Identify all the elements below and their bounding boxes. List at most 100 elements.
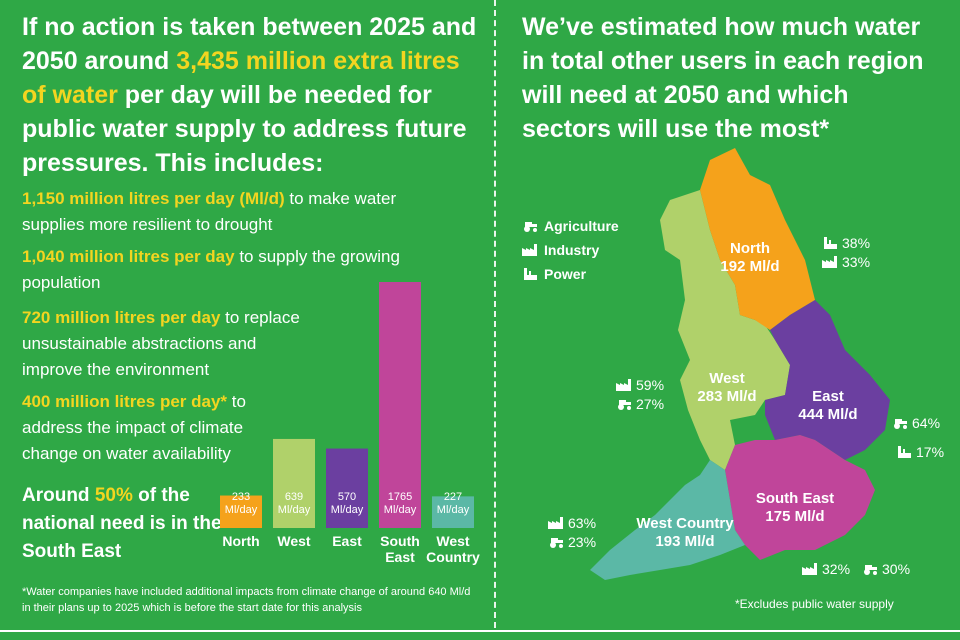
category-label: West Country bbox=[426, 533, 480, 565]
stat-east-agriculture: 64% bbox=[892, 414, 940, 432]
bar-value-label: 639 Ml/day bbox=[278, 491, 311, 516]
factory-icon bbox=[802, 563, 817, 575]
factory-icon bbox=[822, 256, 837, 268]
bar-value-label: 570 Ml/day bbox=[331, 491, 364, 516]
category-label: North bbox=[222, 533, 259, 549]
need-item-highlight: 400 million litres per day* bbox=[22, 392, 228, 411]
need-item-highlight: 1,150 million litres per day (Ml/d) bbox=[22, 189, 285, 208]
england-regions-map bbox=[590, 148, 890, 580]
headline-highlight: 3,435 million extra litres of water bbox=[22, 47, 460, 109]
need-item-text: to make water supplies more resilient to… bbox=[22, 189, 397, 234]
bar-value-label: 233 Ml/day bbox=[225, 491, 258, 516]
stat-west-country-industry: 63% bbox=[548, 514, 596, 532]
region-west-shape bbox=[660, 190, 790, 470]
bottom-rule bbox=[0, 630, 960, 632]
stat-south-east-agriculture: 30% bbox=[862, 560, 910, 578]
stat-west-agriculture: 27% bbox=[616, 395, 664, 413]
power-station-icon bbox=[824, 237, 837, 249]
factory-icon bbox=[522, 244, 537, 256]
region-name: East bbox=[812, 388, 844, 405]
headline-part-b: per day will be needed for public water … bbox=[22, 81, 467, 177]
need-item-population: 1,040 million litres per day to supply t… bbox=[22, 244, 462, 296]
tractor-icon bbox=[524, 222, 537, 232]
footnote: *Water companies have included additiona… bbox=[22, 586, 471, 614]
stat-value: 59% bbox=[636, 377, 665, 393]
stat-south-east-industry: 32% bbox=[802, 560, 850, 578]
right-headline: We’ve estimated how much water in total … bbox=[522, 13, 924, 143]
category-label: West bbox=[277, 533, 311, 549]
region-label-north: North 192 Ml/d bbox=[705, 240, 795, 276]
region-west-country-shape bbox=[590, 460, 745, 580]
legend-label: Industry bbox=[544, 242, 600, 258]
regional-need-bar-chart: 233 Ml/day North 639 Ml/day West 570 Ml/day East… bbox=[220, 282, 480, 565]
region-label-south-east: South East 175 Ml/d bbox=[740, 490, 850, 526]
bar-value-label: 1765 Ml/day bbox=[384, 491, 417, 516]
region-south-east-shape bbox=[725, 435, 875, 560]
category-label: South East bbox=[380, 533, 420, 565]
region-name: West Country bbox=[636, 515, 734, 532]
tractor-icon bbox=[550, 538, 563, 548]
se-note-part-b: of the national need is in the South Eas… bbox=[22, 485, 222, 562]
bar-east bbox=[326, 448, 368, 528]
category-label: East bbox=[332, 533, 362, 549]
stat-north-power: 38% bbox=[822, 234, 870, 252]
stat-value: 27% bbox=[636, 396, 665, 412]
need-item-text: to replace unsustainable abstractions an… bbox=[22, 308, 300, 379]
region-label-west-country: West Country 193 Ml/d bbox=[625, 515, 745, 551]
need-item-highlight: 720 million litres per day bbox=[22, 308, 221, 327]
region-value: 192 Ml/d bbox=[720, 258, 780, 275]
need-item-environment: 720 million litres per day to replace un… bbox=[22, 305, 302, 383]
need-item-climate: 400 million litres per day* to address t… bbox=[22, 389, 302, 467]
legend-label: Agriculture bbox=[544, 218, 619, 234]
region-value: 175 Ml/d bbox=[765, 508, 825, 525]
tractor-icon bbox=[894, 419, 907, 429]
headline-part-a: If no action is taken between 2025 and 2… bbox=[22, 13, 477, 75]
need-item-text: to supply the growing population bbox=[22, 247, 400, 292]
region-label-east: East 444 Ml/d bbox=[783, 388, 873, 424]
bar-west bbox=[273, 438, 315, 528]
factory-icon bbox=[548, 517, 563, 529]
region-name: West bbox=[709, 370, 745, 387]
stat-west-industry: 59% bbox=[616, 376, 664, 394]
stat-value: 17% bbox=[916, 444, 945, 460]
need-item-text: to address the impact of climate change … bbox=[22, 392, 246, 463]
legend-power: Power bbox=[522, 262, 619, 286]
tractor-icon bbox=[618, 400, 631, 410]
stat-north-industry: 33% bbox=[822, 253, 870, 271]
left-headline: If no action is taken between 2025 and 2… bbox=[22, 10, 487, 180]
stat-value: 64% bbox=[912, 415, 941, 431]
stat-east-power: 17% bbox=[896, 443, 944, 461]
stat-value: 32% bbox=[822, 561, 851, 577]
stat-west-country-agriculture: 23% bbox=[548, 533, 596, 551]
legend-agriculture: Agriculture bbox=[522, 214, 619, 238]
need-item-highlight: 1,040 million litres per day bbox=[22, 247, 235, 266]
factory-icon bbox=[616, 379, 631, 391]
stat-value: 33% bbox=[842, 254, 871, 270]
need-item-drought: 1,150 million litres per day (Ml/d) to m… bbox=[22, 186, 462, 238]
region-name: North bbox=[730, 240, 770, 257]
se-note-part-a: Around bbox=[22, 485, 95, 506]
legend-industry: Industry bbox=[522, 238, 619, 262]
stat-value: 23% bbox=[568, 534, 597, 550]
bar-value-label: 227 Ml/day bbox=[437, 491, 470, 516]
region-value: 444 Ml/d bbox=[798, 406, 858, 423]
tractor-icon bbox=[864, 565, 877, 575]
region-east-shape bbox=[765, 300, 890, 460]
bar-south-east bbox=[379, 282, 421, 528]
bar-west-country bbox=[432, 496, 474, 528]
region-value: 193 Ml/d bbox=[655, 533, 715, 550]
sector-legend: Agriculture Industry Power bbox=[522, 214, 619, 286]
region-name: South East bbox=[755, 490, 835, 507]
section-divider bbox=[494, 0, 496, 628]
power-station-icon bbox=[898, 446, 911, 458]
legend-label: Power bbox=[544, 266, 587, 282]
bar-north bbox=[220, 495, 262, 528]
region-north-shape bbox=[700, 148, 815, 330]
se-note-highlight: 50% bbox=[94, 485, 133, 506]
stat-value: 38% bbox=[842, 235, 871, 251]
south-east-note: Around 50% of the national need is in th… bbox=[22, 482, 222, 566]
power-station-icon bbox=[524, 268, 537, 280]
region-value: 283 Ml/d bbox=[697, 388, 757, 405]
stat-value: 63% bbox=[568, 515, 597, 531]
region-label-west: West 283 Ml/d bbox=[682, 370, 772, 406]
